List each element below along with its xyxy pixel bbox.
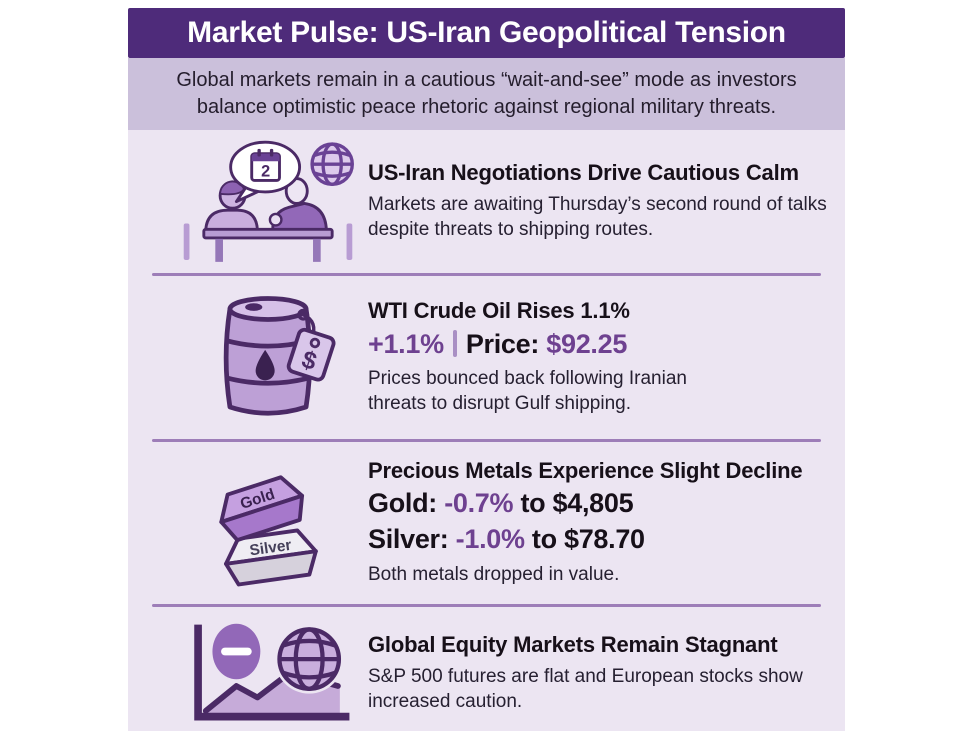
- gold-silver-bars-icon: Silver Gold: [219, 475, 318, 587]
- price-label: Price:: [465, 329, 540, 360]
- oil-barrel-icon: $: [223, 295, 336, 416]
- section-negotiations: 2 US-Iran Negotiati: [128, 130, 845, 273]
- table-icon: [202, 227, 334, 262]
- oil-drop-icon: [255, 349, 275, 380]
- calendar-icon: 2: [250, 148, 281, 182]
- globe-icon: [310, 141, 354, 186]
- silver-label: Silver:: [368, 524, 449, 555]
- section-equities: Global Equity Markets Remain Stagnant S&…: [128, 607, 845, 731]
- stat-separator-bar: [452, 330, 457, 358]
- section-description: Both metals dropped in value.: [368, 564, 620, 586]
- section-description: Prices bounced back following Iranian th…: [368, 368, 687, 414]
- section-title: Precious Metals Experience Slight Declin…: [368, 458, 803, 484]
- silver-label: Silver: [249, 537, 293, 560]
- sections-container: 2 US-Iran Negotiati: [128, 130, 845, 731]
- silver-price: to $78.70: [531, 524, 645, 555]
- price-tag-icon: $: [286, 308, 336, 382]
- section-divider: [152, 439, 821, 442]
- equity-chart-globe-icon: [194, 623, 350, 720]
- price-value: $92.25: [546, 329, 628, 360]
- negotiation-icon: 2: [183, 140, 354, 262]
- gold-label: Gold:: [368, 488, 437, 519]
- section-metals: Silver Gold Precious Metals Experience S…: [128, 442, 845, 604]
- speech-bubble-icon: 2: [229, 140, 302, 203]
- chart-axes: [194, 624, 350, 720]
- subtitle-text: Global markets remain in a cautious “wai…: [176, 69, 797, 118]
- silver-bar-icon: Silver: [224, 528, 318, 587]
- section-divider: [152, 604, 821, 607]
- section-description: Markets are awaiting Thursday’s second r…: [368, 194, 827, 240]
- calendar-number: 2: [261, 162, 270, 180]
- bench-right: [346, 223, 353, 260]
- section-divider: [152, 273, 821, 276]
- silver-change: -1.0%: [455, 524, 525, 555]
- gold-price: to $4,805: [520, 488, 634, 519]
- gold-change: -0.7%: [444, 488, 514, 519]
- subtitle-band: Global markets remain in a cautious “wai…: [128, 58, 845, 130]
- gold-stat-line: Gold: -0.7% to $4,805: [368, 487, 831, 520]
- section-title: WTI Crude Oil Rises 1.1%: [368, 298, 630, 324]
- globe-icon: [277, 626, 342, 691]
- header-bar: Market Pulse: US-Iran Geopolitical Tensi…: [128, 8, 845, 58]
- oil-stat-line: +1.1% Price: $92.25: [368, 329, 831, 360]
- section-title: Global Equity Markets Remain Stagnant: [368, 632, 778, 658]
- gold-bar-icon: Gold: [219, 475, 305, 543]
- oil-change-value: +1.1%: [368, 329, 444, 360]
- bench-left: [183, 223, 190, 260]
- infographic-column: Market Pulse: US-Iran Geopolitical Tensi…: [128, 8, 845, 731]
- page-title: Market Pulse: US-Iran Geopolitical Tensi…: [187, 16, 786, 49]
- section-oil: $ WTI Crude Oil Rises 1.1% +1.1% Price: $…: [128, 276, 845, 439]
- silver-stat-line: Silver: -1.0% to $78.70: [368, 523, 831, 556]
- minus-circle-icon: [212, 623, 261, 679]
- section-title: US-Iran Negotiations Drive Cautious Calm: [368, 160, 799, 186]
- section-description: S&P 500 futures are flat and European st…: [368, 666, 803, 712]
